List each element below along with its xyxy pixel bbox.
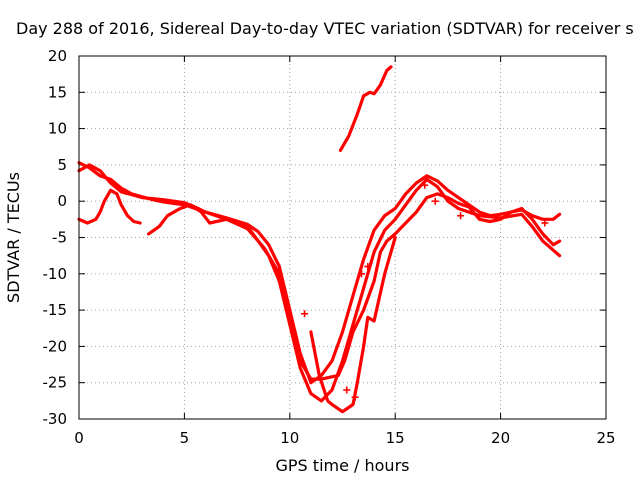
series-arc-d bbox=[147, 192, 562, 381]
data-point bbox=[457, 212, 465, 220]
x-tick-label: 15 bbox=[386, 429, 405, 447]
x-tick-label: 5 bbox=[180, 429, 190, 447]
data-point bbox=[421, 181, 429, 189]
data-point bbox=[541, 219, 549, 227]
isolated-points bbox=[301, 181, 549, 401]
plot-frame bbox=[78, 55, 607, 420]
series-arc-b bbox=[77, 161, 562, 403]
y-tick-label: -5 bbox=[52, 229, 67, 247]
y-tick-labels: -30 -25 -20 -15 -10 -5 0 5 10 15 20 bbox=[43, 47, 68, 428]
data-point bbox=[301, 310, 309, 318]
y-tick-label: 10 bbox=[48, 120, 67, 138]
y-tick-label: 0 bbox=[57, 192, 67, 210]
y-tick-label: 15 bbox=[48, 83, 67, 101]
y-tick-label: -30 bbox=[43, 410, 68, 428]
y-tick-label: 5 bbox=[57, 156, 67, 174]
data-point bbox=[343, 386, 351, 394]
x-tick-label: 10 bbox=[280, 429, 299, 447]
series-arc-e bbox=[309, 235, 397, 414]
series-arc-f bbox=[338, 65, 393, 152]
y-tick-label: 20 bbox=[48, 47, 67, 65]
data-point bbox=[357, 270, 365, 278]
y-tick-label: -25 bbox=[43, 374, 68, 392]
y-axis-label: SDTVAR / TECUs bbox=[4, 172, 23, 303]
data-point bbox=[431, 197, 439, 205]
x-tick-labels: 0 5 10 15 20 25 bbox=[74, 429, 615, 447]
series-arc-c bbox=[77, 188, 142, 225]
x-tick-label: 0 bbox=[74, 429, 84, 447]
chart-title: Day 288 of 2016, Sidereal Day-to-day VTE… bbox=[16, 19, 634, 38]
data-point bbox=[351, 393, 359, 401]
y-tick-label: -20 bbox=[43, 337, 68, 355]
data-series bbox=[77, 65, 562, 414]
y-tick-label: -15 bbox=[43, 301, 68, 319]
data-point bbox=[364, 263, 372, 271]
grid-lines bbox=[79, 56, 606, 419]
x-tick-label: 25 bbox=[596, 429, 615, 447]
x-axis-label: GPS time / hours bbox=[276, 456, 410, 475]
x-tick-label: 20 bbox=[491, 429, 510, 447]
y-tick-label: -10 bbox=[43, 265, 68, 283]
